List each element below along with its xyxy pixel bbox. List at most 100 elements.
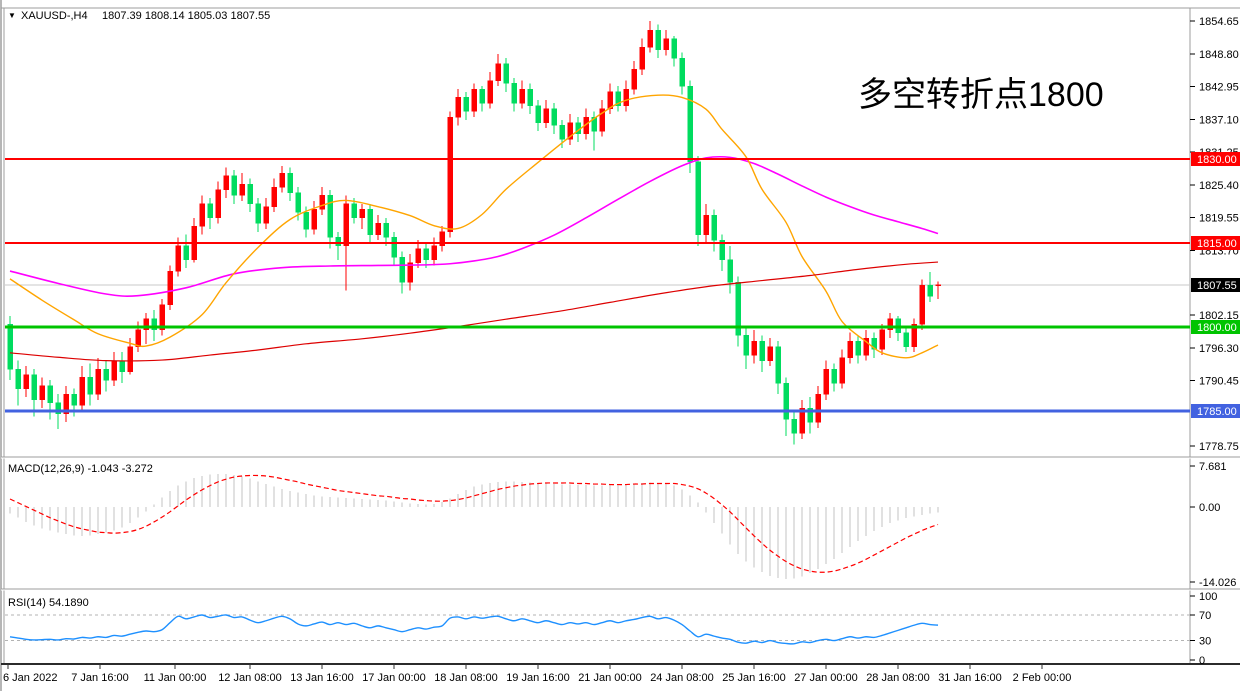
candle-body — [607, 91, 613, 109]
candle-body — [39, 385, 45, 401]
macd-label: MACD(12,26,9) -1.043 -3.272 — [8, 463, 153, 475]
candle-body — [471, 88, 477, 112]
candle-body — [655, 29, 661, 51]
price-tick-label: 1842.95 — [1199, 82, 1239, 94]
candle-body — [311, 209, 317, 230]
candle-body — [383, 223, 389, 238]
candle-body — [431, 245, 437, 261]
candle-body — [879, 329, 885, 350]
candle-body — [631, 69, 637, 90]
candle-body — [199, 203, 205, 227]
candle-body — [687, 85, 693, 163]
candle-body — [151, 318, 157, 331]
price-badge — [1191, 236, 1240, 251]
candle-body — [231, 175, 237, 196]
candle-body — [551, 108, 557, 126]
candle-body — [615, 91, 621, 107]
chart-title-symbol: XAUUSD-,H4 — [21, 10, 88, 22]
time-tick-label: 17 Jan 00:00 — [362, 672, 426, 684]
time-tick-label: 7 Jan 16:00 — [71, 672, 129, 684]
candle-body — [279, 172, 285, 188]
time-tick-label: 13 Jan 16:00 — [290, 672, 354, 684]
candle-body — [791, 419, 797, 434]
ma-slow-red — [9, 261, 939, 362]
price-badge-label: 1815.00 — [1197, 238, 1237, 250]
candle-body — [911, 323, 917, 347]
candle-body — [559, 125, 565, 140]
candle-body — [703, 214, 709, 235]
rsi-line — [9, 614, 939, 645]
candle-body — [103, 368, 109, 381]
candle-body — [111, 360, 117, 381]
candle-body — [183, 245, 189, 261]
candle-body — [535, 105, 541, 123]
annotation-text[interactable]: 多空转折点1800 — [858, 76, 1104, 114]
candle-body — [71, 393, 77, 406]
candle-body — [263, 206, 269, 224]
candle-body — [399, 256, 405, 283]
candle-body — [207, 203, 213, 219]
candle-body — [815, 393, 821, 423]
candle-body — [343, 203, 349, 247]
candle-body — [799, 407, 805, 434]
price-badge — [1191, 152, 1240, 167]
candle-body — [239, 183, 245, 196]
candle-body — [511, 83, 517, 104]
candle-body — [775, 346, 781, 384]
candle-body — [303, 211, 309, 230]
candle-body — [871, 337, 877, 350]
candle-body — [351, 203, 357, 219]
macd-tick-label: -14.026 — [1199, 577, 1236, 589]
candle-body — [783, 382, 789, 420]
candle-body — [487, 80, 493, 104]
macd-tick-label: 7.681 — [1199, 461, 1227, 473]
price-tick-label: 1819.55 — [1199, 213, 1239, 225]
candle-body — [583, 116, 589, 135]
candle-body — [335, 237, 341, 247]
candle-body — [287, 172, 293, 193]
rsi-panel — [5, 614, 1190, 645]
candle-body — [407, 262, 413, 283]
candle-body — [167, 270, 173, 305]
candle-body — [135, 329, 141, 347]
price-badge — [1191, 404, 1240, 419]
time-tick-label: 11 Jan 00:00 — [144, 672, 207, 684]
rsi-tick-label: 30 — [1199, 636, 1211, 648]
ma-medium-magenta — [9, 155, 939, 297]
candle-body — [839, 357, 845, 384]
main-panel — [5, 21, 1190, 445]
candle-body — [567, 122, 573, 140]
candle-body — [295, 192, 301, 213]
candle-body — [247, 183, 253, 205]
candle-body — [119, 360, 125, 373]
price-badge — [1191, 277, 1240, 292]
price-badge-label: 1807.55 — [1197, 280, 1237, 292]
price-badge-label: 1800.00 — [1197, 322, 1237, 334]
candle-body — [823, 368, 829, 395]
candle-body — [415, 248, 421, 263]
candle-body — [831, 368, 837, 384]
time-tick-label: 27 Jan 00:00 — [794, 672, 858, 684]
chart-expander-icon[interactable]: ▼ — [8, 11, 16, 20]
candle-body — [327, 195, 333, 238]
candle-body — [527, 88, 533, 107]
price-tick-label: 1790.45 — [1199, 376, 1239, 388]
time-tick-label: 18 Jan 08:00 — [434, 672, 498, 684]
candle-body — [175, 245, 181, 272]
candle-body — [719, 239, 725, 261]
macd-panel — [9, 473, 939, 580]
macd-signal-line — [9, 474, 939, 573]
candle-body — [87, 377, 93, 395]
candle-body — [591, 116, 597, 132]
candle-body — [31, 374, 37, 401]
candle-body — [727, 259, 733, 283]
price-tick-label: 1778.75 — [1199, 441, 1239, 453]
price-tick-label: 1848.80 — [1199, 49, 1239, 61]
price-axis[interactable]: 1854.651848.801842.951837.101831.251825.… — [1190, 16, 1240, 667]
candle-body — [375, 223, 381, 235]
candle-body — [679, 57, 685, 87]
candle-body — [647, 29, 653, 48]
candle-body — [127, 346, 133, 373]
time-axis[interactable]: 6 Jan 2022 7 Jan 16:00 11 Jan 00:00 12 Jan … — [3, 664, 1071, 684]
